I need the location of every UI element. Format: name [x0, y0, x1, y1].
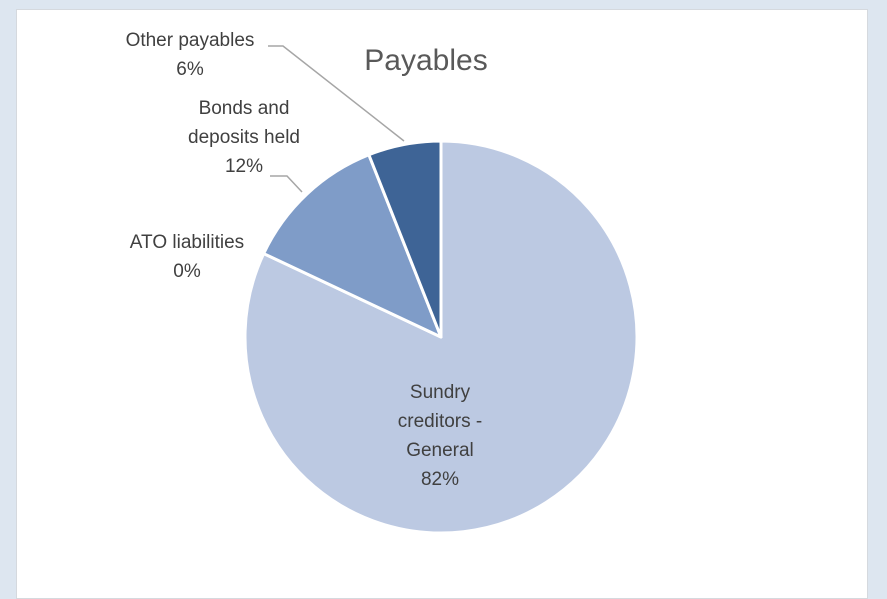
leader-lines [268, 45, 405, 193]
slice-label: ATO liabilities 0% [130, 232, 244, 282]
pie-slice-bonds-and-deposits-held [262, 153, 443, 339]
slice-label: Bonds and deposits held 12% [188, 98, 300, 177]
leader-line [270, 175, 303, 193]
slice-labels: Sundry creditors -General 82% ATO liabiliti… [126, 30, 483, 490]
leader-line [268, 45, 405, 142]
slice-label: Other payables 6% [126, 30, 255, 80]
pie-slices [243, 139, 639, 535]
chart-title: Payables [364, 44, 487, 77]
pie-slice-other-payables [367, 139, 443, 339]
slice-label: Sundry creditors -General 82% [398, 382, 482, 490]
